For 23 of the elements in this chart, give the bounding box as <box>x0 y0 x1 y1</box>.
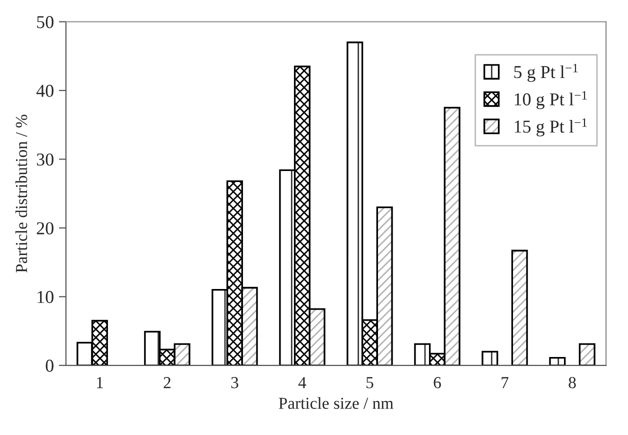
x-tick-label: 7 <box>502 377 508 388</box>
bar <box>511 250 528 366</box>
y-tick-label: 50 <box>37 16 54 28</box>
legend-label: 10 g Pt l$^{−1}$ <box>514 91 587 110</box>
y-axis-title: Particle distribution / % <box>15 114 28 272</box>
x-tick-label: 4 <box>298 377 306 388</box>
x-tick-label: 8 <box>568 376 576 388</box>
bar <box>482 350 498 366</box>
y-tick-label: 0 <box>46 360 54 372</box>
legend-label: 5 g Pt l$^{−1}$ <box>514 64 578 82</box>
legend-label: 15 g Pt l$^{−1}$ <box>514 118 587 136</box>
x-tick-label: 3 <box>231 377 238 388</box>
y-tick-label: 40 <box>36 84 54 97</box>
x-tick-label: 1 <box>96 377 103 388</box>
x-tick-label: 5 <box>366 377 374 388</box>
x-axis-title: Particle size / nm <box>278 397 394 409</box>
x-tick-label: 6 <box>434 377 441 388</box>
y-tick-label: 10 <box>38 290 54 304</box>
y-tick-label: 20 <box>36 222 54 234</box>
y-tick-label: 30 <box>36 153 54 166</box>
bar <box>578 343 596 366</box>
x-tick-label: 2 <box>164 377 170 388</box>
bar <box>549 357 566 366</box>
